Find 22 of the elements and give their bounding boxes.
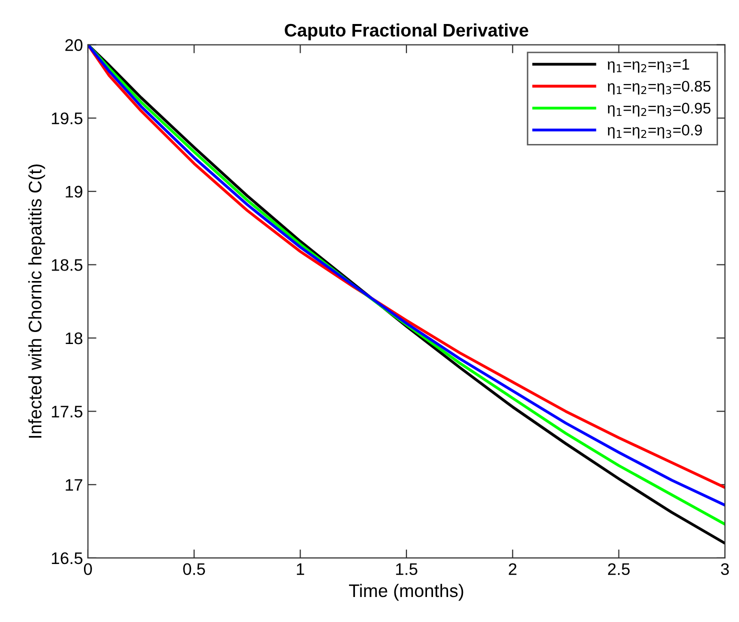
legend-label: η$_{1}$=η$_{2}$=η$_{3}$=0.9 [608, 124, 702, 138]
x-tick-label: 0 [84, 563, 92, 576]
y-tick-label: 16.5 [52, 552, 82, 564]
legend-label: η$_{1}$=η$_{2}$=η$_{3}$=0.95 [608, 102, 710, 117]
x-tick-label: 1 [296, 563, 304, 575]
chart-title: Caputo Fractional Derivative [284, 23, 528, 40]
x-tick-label: 1.5 [396, 563, 418, 576]
x-axis-title: Time (months) [349, 584, 464, 601]
y-tick-label: 18 [66, 332, 82, 344]
legend-label: η$_{1}$=η$_{2}$=η$_{3}$=1 [608, 59, 690, 73]
y-tick-label: 19 [66, 186, 82, 198]
x-tick-label: 0.5 [183, 563, 205, 576]
x-tick-label: 2 [508, 563, 516, 575]
legend-label: η$_{1}$=η$_{2}$=η$_{3}$=0.85 [608, 80, 710, 95]
y-tick-label: 17 [66, 479, 82, 491]
y-axis-title: Infected with Chornic hepatitis C(t) [28, 164, 46, 438]
x-tick-label: 3 [720, 563, 729, 576]
y-tick-label: 19.5 [52, 112, 82, 124]
y-tick-label: 17.5 [52, 406, 82, 418]
y-tick-label: 20 [65, 39, 82, 51]
y-tick-label: 18.5 [52, 259, 82, 271]
x-tick-label: 2.5 [608, 563, 630, 576]
